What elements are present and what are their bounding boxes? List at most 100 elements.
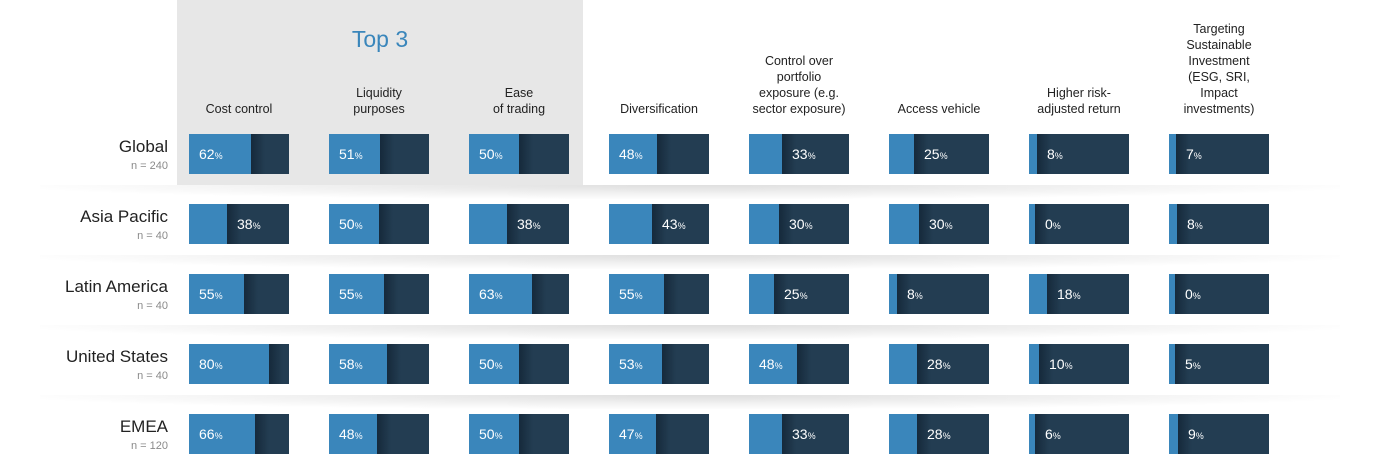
bar-edge-shade	[897, 274, 911, 314]
bar-cell: 28%	[889, 414, 989, 454]
bar-cell: 48%	[329, 414, 429, 454]
bar-fill	[189, 414, 255, 454]
bar-cell: 63%	[469, 274, 569, 314]
bar-cell: 47%	[609, 414, 709, 454]
bar-edge-shade	[532, 274, 546, 314]
row-divider	[40, 325, 1340, 339]
column-header: Cost control	[169, 7, 309, 117]
bar-value-label: 0%	[1185, 286, 1201, 302]
bar-value-label: 80%	[199, 356, 223, 372]
bar-edge-shade	[782, 414, 796, 454]
bar-edge-shade	[662, 344, 676, 384]
percent-sign: %	[1195, 431, 1204, 441]
bar-edge-shade	[269, 344, 283, 384]
column-header: Ease of trading	[449, 7, 589, 117]
bar-cell: 5%	[1169, 344, 1269, 384]
bar-fill	[329, 414, 377, 454]
bar-value-label: 10%	[1049, 356, 1073, 372]
percent-sign: %	[939, 151, 948, 161]
bar-edge-shade	[919, 204, 933, 244]
percent-sign: %	[1052, 431, 1061, 441]
bar-value-label: 38%	[237, 216, 261, 232]
bar-cell: 50%	[329, 204, 429, 244]
bar-value-label: 5%	[1185, 356, 1201, 372]
region-sample-size: n = 120	[130, 440, 168, 452]
bar-value-label: 7%	[1186, 146, 1202, 162]
region-label: United States	[65, 347, 168, 366]
bar-value-label: 9%	[1188, 426, 1204, 442]
bar-edge-shade	[917, 344, 931, 384]
bar-value-label: 18%	[1057, 286, 1081, 302]
bar-edge-shade	[227, 204, 241, 244]
bar-value-label: 62%	[199, 146, 223, 162]
bar-fill	[609, 204, 652, 244]
percent-sign: %	[214, 361, 223, 371]
column-header-label: Control over portfolio exposure (e.g. se…	[752, 54, 846, 116]
region-label: Latin America	[65, 277, 168, 296]
column-header: Higher risk- adjusted return	[1009, 7, 1149, 117]
bar-cell: 25%	[889, 134, 989, 174]
bar-cell: 62%	[189, 134, 289, 174]
bar-cell: 28%	[889, 344, 989, 384]
column-header-label: Cost control	[205, 102, 273, 116]
percent-sign: %	[914, 291, 923, 301]
bar-value-label: 25%	[784, 286, 808, 302]
bar-cell: 38%	[189, 204, 289, 244]
bar-edge-shade	[1035, 204, 1049, 244]
bar-value-label: 28%	[927, 356, 951, 372]
bar-value-label: 50%	[339, 216, 363, 232]
region-sample-size: n = 40	[137, 230, 168, 242]
bar-cell: 43%	[609, 204, 709, 244]
top3-label: Top 3	[351, 26, 409, 52]
bar-fill	[889, 134, 914, 174]
bar-edge-shade	[519, 414, 533, 454]
bar-fill	[1029, 134, 1037, 174]
percent-sign: %	[942, 431, 951, 441]
bar-cell: 18%	[1029, 274, 1129, 314]
percent-sign: %	[494, 431, 503, 441]
percent-sign: %	[634, 361, 643, 371]
bar-cell: 0%	[1169, 274, 1269, 314]
percent-sign: %	[354, 291, 363, 301]
region-label: Asia Pacific	[80, 207, 168, 226]
bar-edge-shade	[652, 204, 666, 244]
bar-fill	[469, 204, 507, 244]
bar-cell: 0%	[1029, 204, 1129, 244]
bar-fill	[609, 344, 662, 384]
bar-edge-shade	[377, 414, 391, 454]
bar-fill	[469, 344, 519, 384]
bar-edge-shade	[1178, 414, 1192, 454]
bar-cell: 6%	[1029, 414, 1129, 454]
bar-value-label: 47%	[619, 426, 643, 442]
column-header-label: Higher risk- adjusted return	[1037, 86, 1121, 116]
region-label: Global	[118, 137, 168, 156]
bar-fill	[189, 134, 251, 174]
percent-sign: %	[1193, 151, 1202, 161]
bar-value-label: 50%	[479, 426, 503, 442]
bar-cell: 51%	[329, 134, 429, 174]
bar-cell: 55%	[609, 274, 709, 314]
bar-cell: 8%	[889, 274, 989, 314]
bar-edge-shade	[519, 344, 533, 384]
bar-fill	[609, 414, 656, 454]
percent-sign: %	[494, 291, 503, 301]
bar-edge-shade	[774, 274, 788, 314]
percent-sign: %	[1194, 221, 1203, 231]
percent-sign: %	[1072, 291, 1081, 301]
bar-cell: 55%	[189, 274, 289, 314]
bar-value-label: 48%	[759, 356, 783, 372]
percent-sign: %	[1054, 151, 1063, 161]
bar-value-label: 55%	[339, 286, 363, 302]
bar-cell: 33%	[749, 414, 849, 454]
bar-value-label: 43%	[662, 216, 686, 232]
bar-fill	[1169, 204, 1177, 244]
bar-value-label: 8%	[907, 286, 923, 302]
percent-sign: %	[944, 221, 953, 231]
percent-sign: %	[214, 291, 223, 301]
percent-sign: %	[634, 431, 643, 441]
bar-cell: 8%	[1029, 134, 1129, 174]
bar-edge-shade	[251, 134, 265, 174]
bar-edge-shade	[656, 414, 670, 454]
bar-edge-shade	[384, 274, 398, 314]
